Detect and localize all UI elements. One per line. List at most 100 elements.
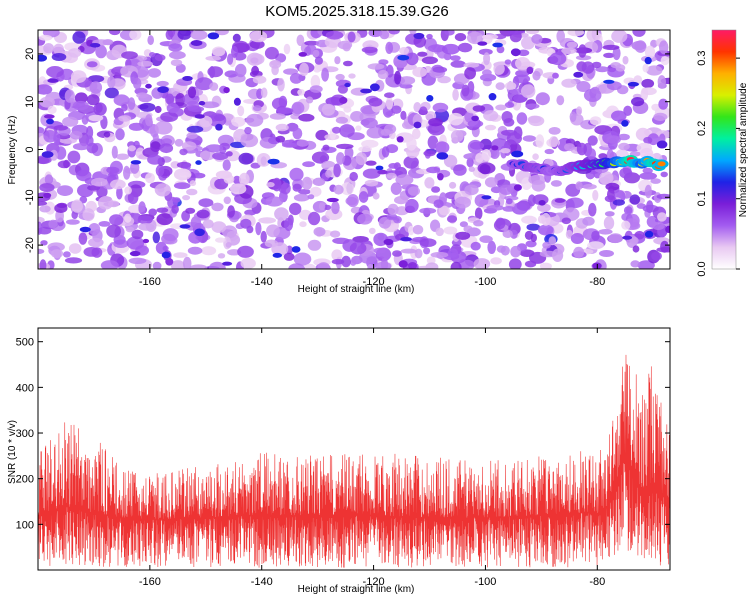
spectrogram-cell [588,202,597,217]
spectrogram-cell [387,203,399,215]
spectrogram-cell [292,183,302,192]
spectrogram-cell [566,41,578,48]
spectrogram-cell [233,97,241,106]
spectrogram-cell [211,221,227,233]
spectrogram-cell [417,51,428,57]
spectrogram-cell [157,86,169,93]
spectrogram-cell [490,257,502,265]
spectrogram-cell [331,258,345,265]
spectrogram-cell [145,83,152,89]
spectrogram-cell [215,237,226,243]
spectrogram-cell [147,68,161,78]
spectrogram-cell [511,202,528,215]
spectrogram-cell [516,112,528,125]
spectrogram-cell [651,103,661,111]
spectrogram-cell [611,110,627,122]
spectrogram-cell [617,133,630,141]
spectrogram-cell [43,114,55,119]
spectrogram-cell [461,84,470,97]
spectrogram-cell [578,44,587,58]
spectrogram-cell [170,59,183,67]
spectrogram-cell [161,138,173,146]
spectrogram-cell [89,81,103,94]
spectrogram-cell [525,240,537,248]
spectrogram-cell [249,40,265,49]
spectrogram-cell [154,54,166,62]
spectrogram-cell [436,152,449,160]
spectrogram-cell [100,260,119,269]
spectrogram-cell [526,66,534,75]
spectrogram-cell [426,166,441,174]
spectrogram-cell [39,96,55,108]
spectrogram-cell [608,233,623,244]
spectrogram-cell [82,208,95,222]
spectrogram-cell [634,230,645,240]
spectrogram-cell [364,179,379,187]
spectrogram-cell [299,221,307,228]
spectrogram-cell [147,154,163,165]
spectrogram-cell [67,150,81,164]
spectrogram-cell [542,241,551,249]
spectrogram-cell [492,42,503,48]
spectrogram-cell [90,177,108,187]
spectrogram-cell [165,258,174,266]
spectrogram-cell [423,150,436,157]
spectrogram-cell [38,248,45,254]
spectrogram-cell [161,251,171,259]
x-tick-label: -140 [251,276,273,288]
spectrogram-cell [145,114,153,127]
spectrogram-cell [589,116,602,126]
spectrogram-cell [413,121,422,129]
spectrogram-cell [331,201,340,215]
snr-x-ticks: -160 -140 -120 -100 -80 [139,328,605,588]
spectrogram-cell [296,139,309,147]
colorbar-tick-label: 0.3 [696,50,708,65]
spectrogram-cell [390,182,402,195]
spectrogram-cell [414,248,423,259]
spectrogram-cell [293,252,312,266]
spectrogram-cell [107,76,116,88]
spectrogram-cell [208,113,227,127]
spectrogram-cell [251,65,259,76]
spectrogram-cell [265,196,284,207]
spectrogram-cell [575,181,583,191]
spectrogram-cell [495,104,507,111]
colorbar-tick-label: 0.2 [696,121,708,136]
spectrogram-cell [565,229,573,239]
spectrogram-cell [394,196,408,205]
spectrogram-cell [91,247,103,258]
spectrogram-cell [177,30,192,40]
spectrogram-cell [256,153,271,167]
spectrogram-cell [566,197,584,209]
spectrogram-cell [552,248,564,262]
spectrogram-cell [526,30,540,35]
spectrogram-cell [208,261,226,269]
spectrogram-cell [272,252,282,258]
spectrogram-cell [168,43,183,52]
spectrogram-cell [240,257,256,269]
spectrogram-cell [307,239,322,251]
spectrogram-cell [378,216,392,229]
spectrogram-cell [145,172,155,184]
spectrogram-cell [484,124,497,131]
spectrogram-cell [454,33,467,42]
spectrogram-cell [515,57,531,70]
spectrogram-cell [550,180,563,187]
spectrogram-cell [430,251,449,258]
spectrogram-cell [394,70,402,85]
spectrogram-cell [154,121,173,135]
spectrogram-cell [275,135,286,143]
spectrogram-cell [644,56,652,65]
spectrogram-cell [400,237,412,242]
spectrogram-cell [621,220,631,230]
spectrogram-cell [587,135,598,146]
spectrogram-cell [297,89,305,96]
spectrogram-cell [400,110,407,120]
spectrogram-cell [258,217,276,224]
spectrogram-cell [450,130,464,143]
spectrogram-cell [40,240,48,246]
spectrogram-cell [222,159,231,171]
spectrogram-cell [606,135,621,144]
spectrogram-cell [525,103,540,109]
spectrogram-cell [155,164,165,177]
